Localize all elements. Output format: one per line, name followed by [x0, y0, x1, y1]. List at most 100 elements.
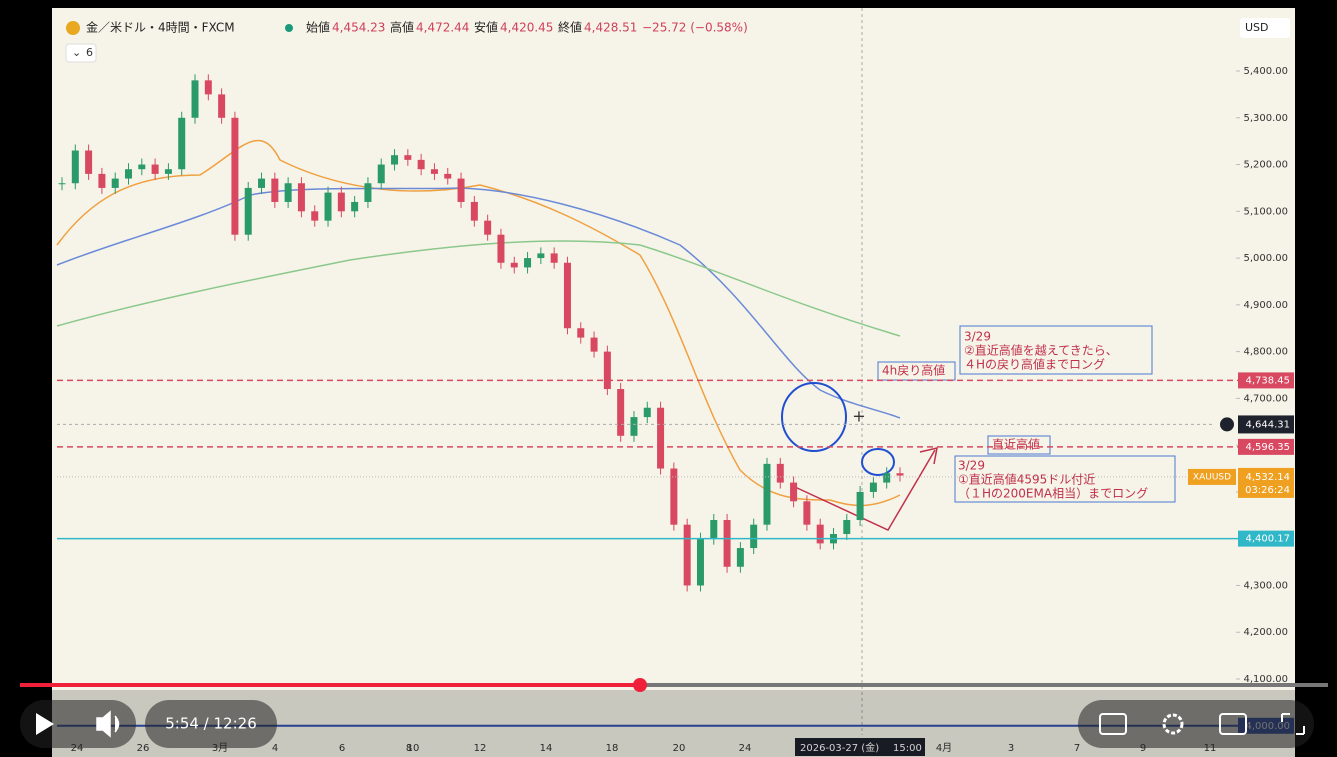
x-tick-label: 7 — [1074, 743, 1080, 754]
x-tick-label: 24 — [739, 743, 752, 754]
annotation-box — [987, 435, 1051, 455]
add-alert — [1220, 417, 1234, 432]
candle — [869, 482, 877, 492]
ohlc-label: 高値 — [390, 20, 414, 35]
candle — [391, 155, 399, 165]
x-tick-label: 24 — [71, 743, 84, 754]
drawn-circle — [861, 448, 895, 476]
play-button[interactable] — [36, 713, 54, 735]
symbol-icon — [66, 21, 80, 35]
price-label-bg — [1238, 438, 1294, 455]
settings-button[interactable] — [1162, 713, 1184, 735]
theater-button[interactable] — [1219, 713, 1247, 735]
indicator-count: 6 — [86, 46, 93, 59]
annotation: ４Hの戻り高値までロング — [964, 357, 1105, 372]
indicator-toggle[interactable] — [65, 43, 97, 63]
ohlc-value: 4,420.45 — [500, 21, 553, 35]
candle — [603, 351, 611, 390]
subtitles-button[interactable] — [1099, 713, 1127, 735]
candle — [337, 192, 345, 212]
last-price: 4,532.14 — [1245, 472, 1290, 483]
crosshair-date-bg — [795, 738, 925, 756]
annotation: ①直近高値4595ドル付近 — [958, 472, 1095, 487]
x-tick-label: 3 — [1008, 743, 1014, 754]
ohlc-value: 4,454.23 — [332, 21, 385, 35]
progress-handle[interactable] — [633, 678, 647, 692]
crosshair-price-bg — [1238, 415, 1294, 434]
ema-mid — [56, 187, 901, 419]
y-tick-label: 5,300.00 — [1243, 113, 1288, 124]
status-dot — [285, 24, 293, 32]
candle — [723, 519, 731, 567]
candle — [377, 164, 385, 184]
price-label-bg — [1238, 530, 1294, 547]
annotation-box — [877, 361, 956, 381]
annotation-box — [954, 455, 1176, 503]
annotation: 直近高値 — [992, 437, 1040, 452]
candle — [763, 463, 771, 525]
annotation-box — [959, 325, 1153, 375]
x-tick-label: 4月 — [936, 742, 952, 754]
candle — [244, 187, 252, 235]
volume-button[interactable] — [96, 710, 120, 738]
annotation: 4h戻り高値 — [882, 363, 945, 378]
y-tick-label: 5,400.00 — [1243, 66, 1288, 77]
candle — [750, 524, 758, 549]
candle — [284, 183, 292, 202]
symbol-tag: XAUUSD — [1193, 472, 1231, 482]
annotation: ②直近高値を越えてきたら、 — [964, 343, 1118, 358]
candle — [125, 169, 133, 179]
currency-select[interactable] — [1240, 18, 1290, 38]
candle — [816, 524, 824, 544]
candle — [670, 468, 678, 525]
ohlc-value: 4,472.44 — [416, 21, 469, 35]
change: −25.72 (−0.58%) — [642, 21, 748, 35]
candle — [311, 211, 319, 221]
last-price-bg — [1238, 467, 1294, 498]
price-label: 4,596.35 — [1245, 442, 1290, 453]
control-pill — [20, 700, 136, 748]
candle — [630, 417, 638, 436]
fullscreen-button[interactable] — [1281, 713, 1305, 735]
x-tick-label: 26 — [137, 743, 150, 754]
ohlc-value: 4,428.51 — [584, 21, 637, 35]
candle — [563, 262, 571, 329]
candle — [683, 524, 691, 586]
candle — [470, 201, 478, 221]
y-tick-label: 4,200.00 — [1243, 627, 1288, 638]
candle — [71, 150, 79, 184]
x-tick-label: 18 — [606, 743, 619, 754]
candle — [164, 169, 172, 174]
candle — [577, 328, 585, 338]
candle — [324, 192, 332, 221]
control-pill — [1078, 700, 1314, 748]
x-tick-label: 20 — [673, 743, 686, 754]
candle — [98, 173, 106, 188]
candle — [430, 169, 438, 174]
candle — [550, 253, 558, 263]
crosshair-date: 2026-03-27 (金) — [800, 741, 879, 754]
y-tick-label: 4,700.00 — [1243, 393, 1288, 404]
candle — [404, 155, 412, 160]
x-tick-label: 4 — [272, 743, 278, 754]
x-tick-label: 9 — [1140, 743, 1146, 754]
candle — [484, 220, 492, 235]
candle — [590, 337, 598, 352]
progress-played — [20, 683, 640, 687]
candle — [111, 178, 119, 188]
candle — [617, 389, 625, 436]
candle — [537, 253, 545, 259]
candle — [736, 548, 744, 567]
price-label: 4,400.17 — [1245, 534, 1290, 545]
candle — [444, 173, 452, 179]
candle — [643, 407, 651, 418]
x-tick-label: 8 — [406, 743, 412, 754]
candle — [657, 407, 665, 469]
time-display: 5:54 / 12:26 — [165, 715, 257, 733]
y-tick-label: 4,800.00 — [1243, 347, 1288, 358]
progress-track[interactable] — [20, 683, 1328, 687]
candle — [364, 183, 372, 202]
candle — [271, 178, 279, 202]
candle — [696, 538, 704, 586]
